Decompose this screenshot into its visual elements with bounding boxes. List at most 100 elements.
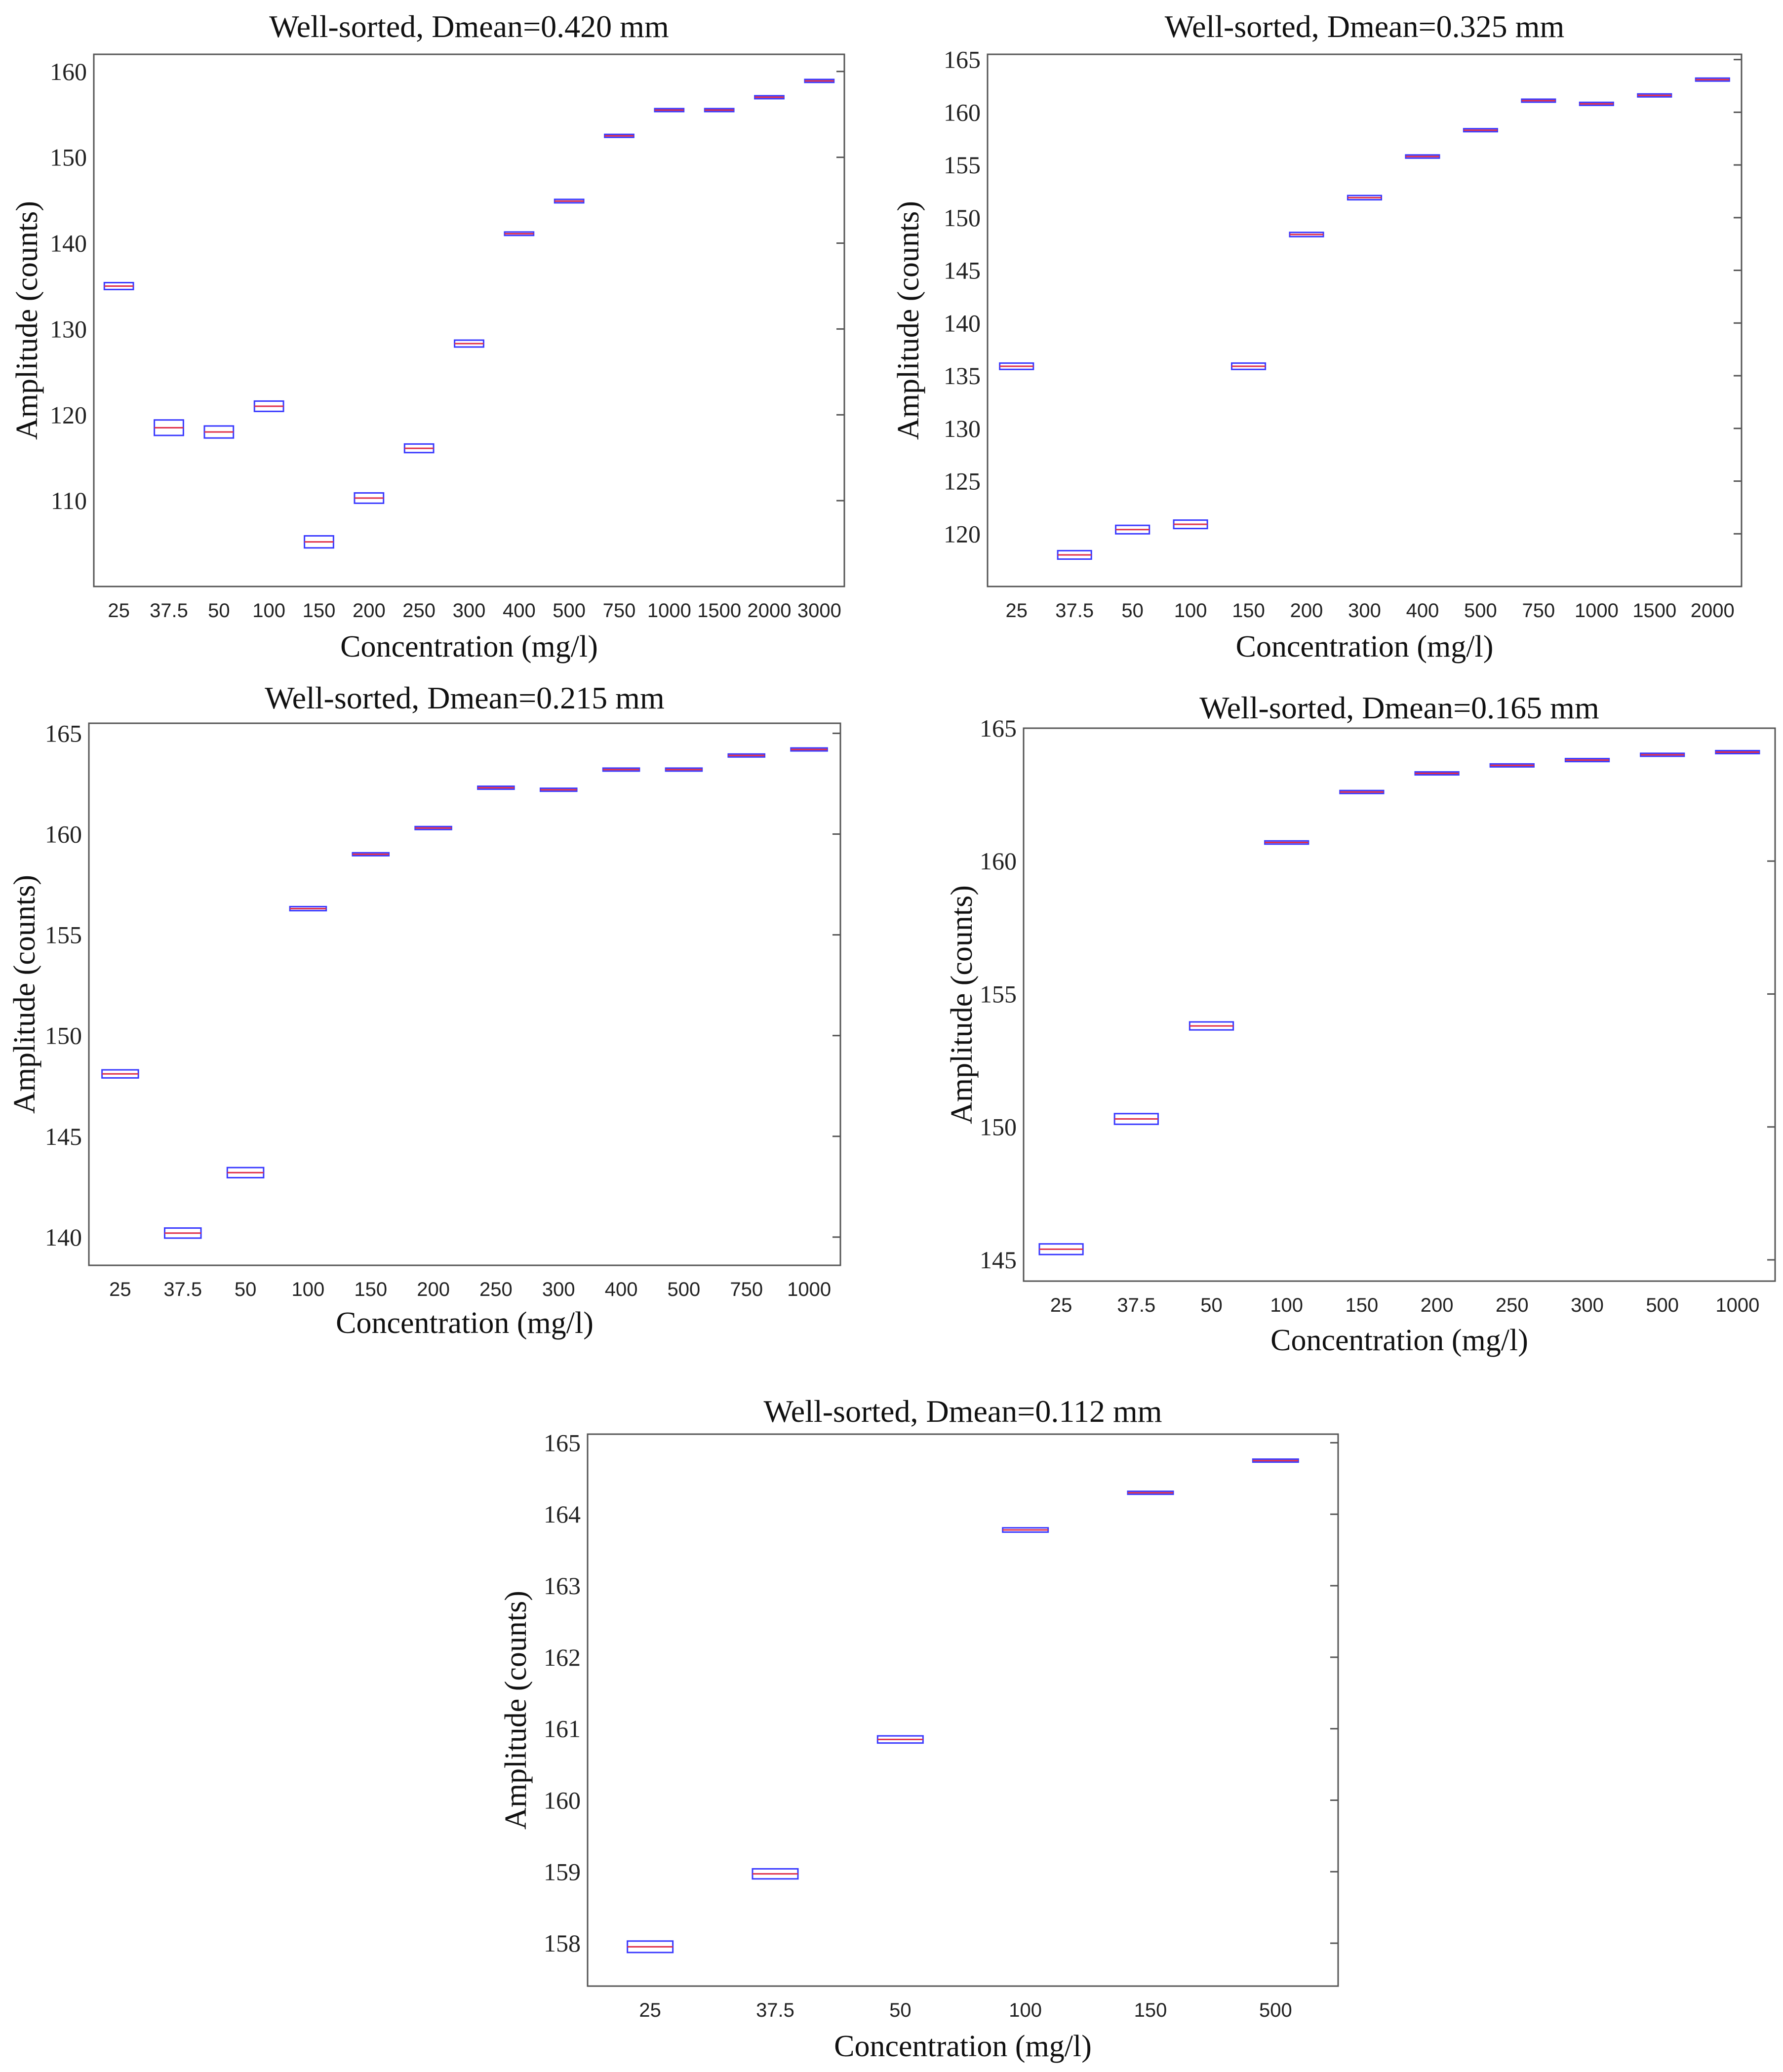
x-axis-label: Concentration (mg/l) [340,630,598,664]
x-tick-label: 300 [1571,1294,1604,1316]
plot-frame [587,1433,1339,1987]
x-tick-label: 750 [730,1279,763,1300]
x-tick-label: 400 [503,600,536,622]
y-tick-label: 160 [544,1786,581,1814]
y-axis-label: Amplitude (counts) [8,875,41,1114]
x-tick-label: 250 [1496,1294,1529,1316]
x-tick-label: 750 [603,600,636,622]
x-tick-label: 1000 [1575,600,1619,622]
y-tick-label: 145 [45,1123,82,1150]
x-tick-label: 200 [353,600,386,622]
y-tick-label: 160 [50,58,87,85]
y-tick-label: 150 [50,144,87,171]
chart-panel-4: Well-sorted, Dmean=0.165 mm Concentration… [945,690,1776,1357]
y-tick-label: 165 [980,714,1017,742]
x-tick-label: 500 [1464,600,1497,622]
y-axis-label: Amplitude (counts) [892,201,925,440]
x-tick-label: 37.5 [150,600,188,622]
chart-title: Well-sorted, Dmean=0.165 mm [1199,690,1599,725]
y-tick-label: 160 [944,98,981,126]
y-tick-label: 150 [944,204,981,232]
y-tick-label: 140 [45,1223,82,1251]
x-tick-label: 250 [479,1279,513,1300]
x-tick-label: 25 [639,1999,661,2021]
y-tick-label: 162 [544,1643,581,1671]
x-tick-label: 150 [303,600,336,622]
y-tick-label: 158 [544,1929,581,1957]
y-tick-label: 120 [50,401,87,429]
x-tick-label: 100 [1270,1294,1303,1316]
plot-frame [93,53,845,587]
x-tick-label: 50 [235,1279,257,1300]
x-tick-label: 25 [109,1279,131,1300]
y-tick-label: 130 [50,315,87,343]
x-tick-label: 1000 [647,600,691,622]
y-tick-label: 161 [544,1715,581,1743]
x-axis-label: Concentration (mg/l) [1270,1324,1528,1357]
x-tick-label: 500 [553,600,586,622]
x-tick-label: 3000 [797,600,841,622]
y-tick-label: 163 [544,1572,581,1600]
y-tick-label: 164 [544,1500,581,1528]
plot-frame [88,722,841,1266]
y-tick-label: 159 [544,1858,581,1885]
x-axis-label: Concentration (mg/l) [1236,630,1494,664]
x-tick-label: 100 [252,600,285,622]
y-tick-label: 120 [944,520,981,547]
x-tick-label: 150 [354,1279,387,1300]
y-axis-label: Amplitude (counts) [945,885,979,1124]
y-tick-label: 150 [45,1022,82,1050]
chart-title: Well-sorted, Dmean=0.215 mm [265,680,664,715]
x-tick-label: 37.5 [1117,1294,1155,1316]
x-tick-label: 25 [1050,1294,1072,1316]
y-tick-label: 165 [944,46,981,74]
x-tick-label: 300 [542,1279,575,1300]
y-tick-label: 165 [544,1429,581,1456]
x-tick-label: 2000 [1691,600,1735,622]
x-tick-label: 50 [889,1999,911,2021]
x-tick-label: 25 [1005,600,1028,622]
x-tick-label: 1500 [1632,600,1676,622]
x-tick-label: 100 [1174,600,1207,622]
x-tick-label: 500 [668,1279,701,1300]
x-tick-label: 1500 [697,600,741,622]
x-axis-label: Concentration (mg/l) [834,2030,1092,2063]
x-tick-label: 50 [208,600,230,622]
chart-panel-3: Well-sorted, Dmean=0.215 mm Concentration… [8,680,841,1340]
y-axis-label: Amplitude (counts) [499,1591,533,1830]
y-tick-label: 135 [944,362,981,390]
x-tick-label: 25 [108,600,130,622]
y-tick-label: 165 [45,719,82,747]
x-tick-label: 37.5 [1055,600,1094,622]
x-tick-label: 150 [1134,1999,1167,2021]
x-axis-label: Concentration (mg/l) [336,1306,594,1340]
y-tick-label: 160 [45,820,82,848]
y-tick-label: 145 [944,257,981,284]
x-tick-label: 37.5 [163,1279,202,1300]
x-tick-label: 300 [453,600,486,622]
y-tick-label: 145 [980,1246,1017,1274]
x-tick-label: 1000 [1715,1294,1759,1316]
chart-panel-5: Well-sorted, Dmean=0.112 mm Concentration… [499,1394,1339,2063]
chart-panel-1: Well-sorted, Dmean=0.420 mm Concentration… [10,9,845,664]
chart-panel-2: Well-sorted, Dmean=0.325 mm Concentration… [892,9,1743,664]
x-tick-label: 500 [1646,1294,1679,1316]
x-tick-label: 400 [1406,600,1439,622]
x-tick-label: 250 [402,600,436,622]
y-tick-label: 125 [944,468,981,495]
x-tick-label: 50 [1200,1294,1223,1316]
y-tick-label: 160 [980,847,1017,875]
x-tick-label: 37.5 [756,1999,794,2021]
chart-title: Well-sorted, Dmean=0.420 mm [269,9,669,44]
plot-frame [1023,727,1776,1282]
x-tick-label: 750 [1522,600,1555,622]
y-tick-label: 140 [50,230,87,257]
chart-title: Well-sorted, Dmean=0.325 mm [1165,9,1564,44]
x-tick-label: 1000 [787,1279,831,1300]
x-tick-label: 400 [605,1279,638,1300]
x-tick-label: 50 [1121,600,1144,622]
x-tick-label: 500 [1259,1999,1292,2021]
y-axis-label: Amplitude (counts) [10,201,44,440]
y-tick-label: 155 [944,151,981,179]
